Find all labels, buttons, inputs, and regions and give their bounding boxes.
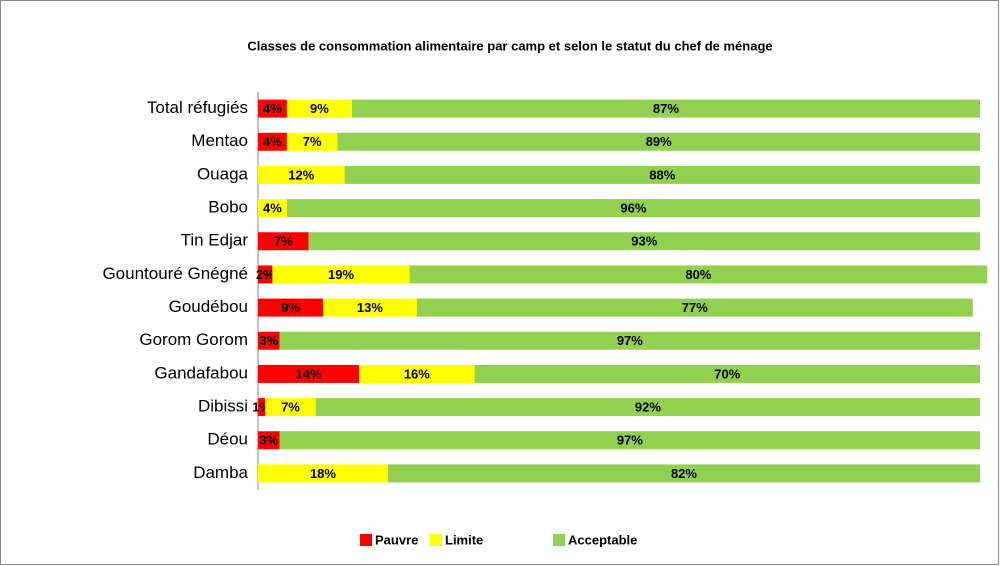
data-label: 4% xyxy=(263,201,282,216)
bar-segment xyxy=(258,132,287,151)
bar-segment xyxy=(416,298,973,317)
bar-segment xyxy=(272,265,410,284)
category-label: Ouaga xyxy=(197,164,249,183)
bar-segment xyxy=(258,331,280,350)
bar-segment xyxy=(258,298,323,317)
data-label: 3% xyxy=(259,433,278,448)
data-label: 80% xyxy=(685,267,711,282)
data-label: 97% xyxy=(617,333,643,348)
bar-segment xyxy=(359,364,475,383)
category-label: Tin Edjar xyxy=(181,231,249,250)
data-label: 97% xyxy=(617,433,643,448)
bar-segment xyxy=(265,398,316,417)
legend-label: Acceptable xyxy=(568,532,637,547)
bar-segment xyxy=(286,132,338,151)
legend-swatch xyxy=(553,534,565,546)
data-label: 4% xyxy=(263,134,282,149)
data-label: 96% xyxy=(620,201,646,216)
data-label: 70% xyxy=(714,366,740,381)
bar-segment xyxy=(351,99,980,118)
data-label: 16% xyxy=(404,366,430,381)
legend-swatch xyxy=(430,534,442,546)
bar-segment xyxy=(315,398,980,417)
category-label: Damba xyxy=(193,463,248,482)
data-label: 92% xyxy=(635,400,661,415)
data-label: 12% xyxy=(288,167,314,182)
data-label: 13% xyxy=(357,300,383,315)
bar-segment xyxy=(286,99,352,118)
category-label: Mentao xyxy=(191,131,248,150)
bar-segment xyxy=(387,464,981,483)
bar-segment xyxy=(258,398,266,417)
category-label: Bobo xyxy=(208,198,248,217)
data-label: 3% xyxy=(259,333,278,348)
category-label: Dibissi xyxy=(198,397,248,416)
data-label: 14% xyxy=(296,366,322,381)
data-label: 87% xyxy=(653,101,679,116)
category-label: Déou xyxy=(207,430,248,449)
bar-segment xyxy=(279,331,980,350)
data-label: 18% xyxy=(310,466,336,481)
bar-segment xyxy=(258,364,360,383)
bar-segment xyxy=(322,298,417,317)
bar-segment xyxy=(258,165,345,184)
bar-segment xyxy=(258,99,287,118)
legend-label: Pauvre xyxy=(375,532,418,547)
bar-segment xyxy=(279,431,980,450)
category-label: Gountouré Gnégné xyxy=(102,264,248,283)
data-label: 89% xyxy=(646,134,672,149)
bar-segment xyxy=(474,364,980,383)
bar-segment xyxy=(258,199,287,218)
data-label: 2% xyxy=(256,267,275,282)
bar-segment xyxy=(308,232,980,251)
data-label: 7% xyxy=(303,134,322,149)
data-label: 9% xyxy=(310,101,329,116)
bar-segment xyxy=(286,199,980,218)
data-label: 19% xyxy=(328,267,354,282)
bar-segment xyxy=(344,165,980,184)
data-label: 9% xyxy=(281,300,300,315)
data-label: 7% xyxy=(274,234,293,249)
category-label: Goudébou xyxy=(169,297,248,316)
data-label: 82% xyxy=(671,466,697,481)
legend-swatch xyxy=(360,534,372,546)
bar-segment xyxy=(258,431,280,450)
data-label: 4% xyxy=(263,101,282,116)
legend-label: Limite xyxy=(445,532,483,547)
category-label: Gandafabou xyxy=(154,363,248,382)
data-label: 7% xyxy=(281,400,300,415)
category-label: Total réfugiés xyxy=(147,98,248,117)
data-label: 77% xyxy=(682,300,708,315)
category-label: Gorom Gorom xyxy=(139,330,248,349)
bar-segment xyxy=(258,464,388,483)
bar-segment xyxy=(258,232,309,251)
chart-title: Classes de consommation alimentaire par … xyxy=(247,38,772,53)
data-label: 93% xyxy=(631,234,657,249)
bar-segment xyxy=(337,132,980,151)
bar-segment xyxy=(409,265,988,284)
data-label: 88% xyxy=(649,167,675,182)
bar-segment xyxy=(258,265,273,284)
